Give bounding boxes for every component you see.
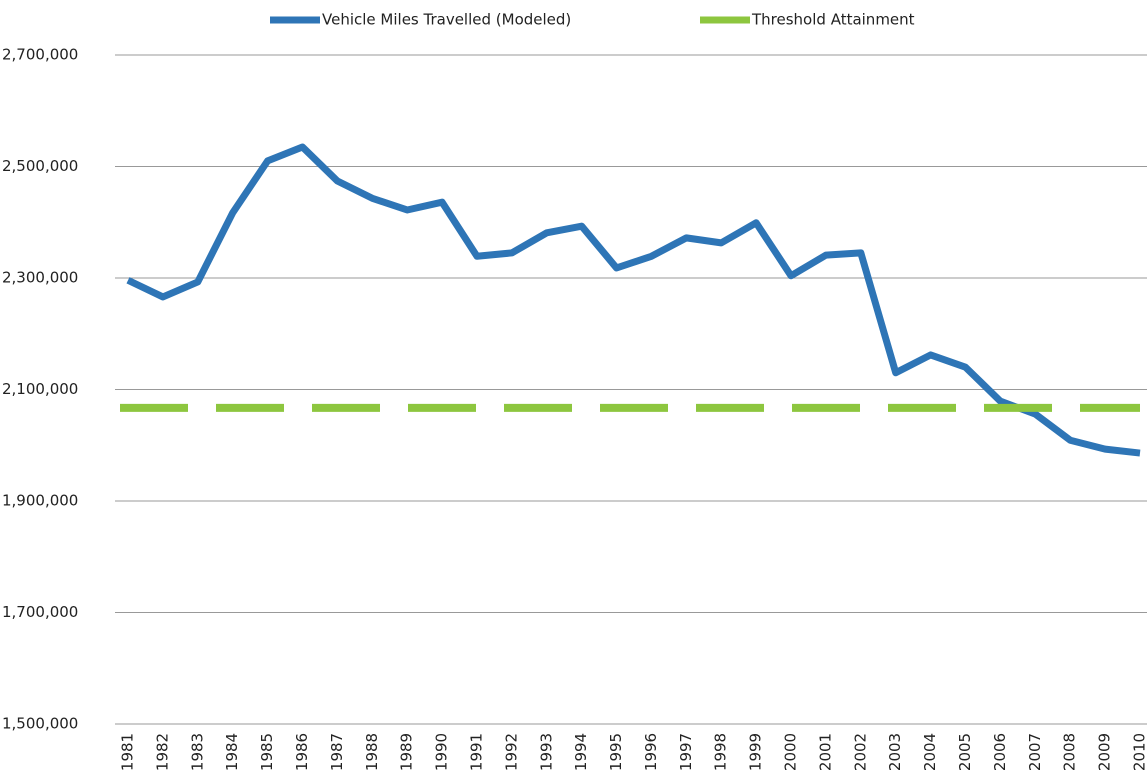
x-tick-label: 2003 — [886, 733, 904, 771]
x-tick-label: 1998 — [712, 733, 730, 771]
x-tick-label: 1989 — [398, 733, 416, 771]
y-tick-label: 1,500,000 — [2, 715, 78, 733]
legend-label: Threshold Attainment — [751, 11, 915, 29]
x-tick-label: 1981 — [119, 733, 137, 771]
x-tick-label: 1988 — [363, 733, 381, 771]
x-tick-label: 2007 — [1026, 733, 1044, 771]
x-tick-label: 1994 — [572, 733, 590, 771]
x-tick-label: 2002 — [851, 733, 869, 771]
x-tick-label: 1996 — [642, 733, 660, 771]
x-tick-label: 1991 — [467, 733, 485, 771]
y-tick-label: 2,100,000 — [2, 380, 78, 398]
series-line — [126, 143, 1141, 457]
x-tick-label: 2005 — [956, 733, 974, 771]
x-tick-label: 1997 — [677, 733, 695, 771]
x-tick-label: 2008 — [1061, 733, 1079, 771]
y-tick-label: 1,900,000 — [2, 492, 78, 510]
x-tick-label: 1992 — [502, 733, 520, 771]
x-tick-label: 2010 — [1131, 733, 1147, 771]
x-tick-label: 2006 — [991, 733, 1009, 771]
x-tick-label: 2004 — [921, 733, 939, 771]
x-tick-label: 1984 — [223, 733, 241, 771]
y-tick-label: 2,700,000 — [2, 46, 78, 64]
x-tick-label: 1986 — [293, 733, 311, 771]
y-tick-label: 2,300,000 — [2, 269, 78, 287]
x-tick-label: 1983 — [188, 733, 206, 771]
x-tick-label: 1985 — [258, 733, 276, 771]
x-tick-label: 2009 — [1096, 733, 1114, 771]
x-tick-label: 1999 — [747, 733, 765, 771]
y-tick-label: 2,500,000 — [2, 157, 78, 175]
legend-label: Vehicle Miles Travelled (Modeled) — [322, 11, 571, 29]
x-tick-label: 1982 — [153, 733, 171, 771]
x-tick-label: 2001 — [816, 733, 834, 771]
x-tick-label: 1993 — [537, 733, 555, 771]
x-tick-label: 1987 — [328, 733, 346, 771]
x-tick-label: 1990 — [433, 733, 451, 771]
y-tick-label: 1,700,000 — [2, 603, 78, 621]
x-tick-label: 1995 — [607, 733, 625, 771]
x-tick-label: 2000 — [782, 733, 800, 771]
